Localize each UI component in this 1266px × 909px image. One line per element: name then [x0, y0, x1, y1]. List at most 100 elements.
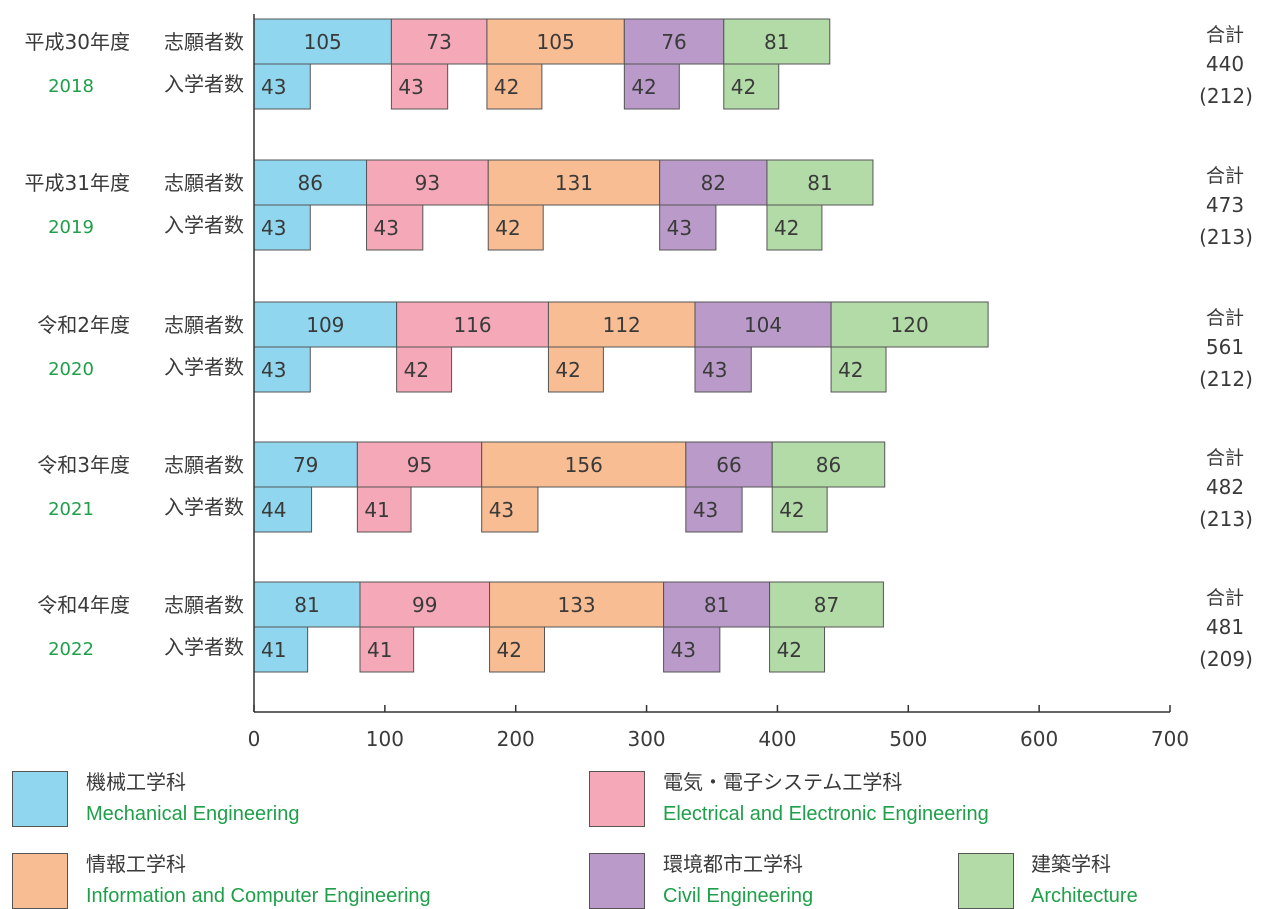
applicant-bar	[366, 159, 489, 206]
applicant-bar-label: 156	[565, 453, 603, 477]
total-label: 合計	[1206, 307, 1244, 329]
enrolled-row-label: 入学者数	[164, 213, 244, 237]
applicant-bar-label: 104	[744, 313, 782, 337]
total-value: 482	[1206, 475, 1244, 499]
enrolled-bar	[623, 63, 680, 110]
enrolled-bar-label: 43	[374, 216, 399, 240]
x-tick-label: 600	[1020, 727, 1058, 751]
applicant-bar-label: 105	[304, 30, 342, 54]
applicant-bar-label: 116	[453, 313, 491, 337]
enrolled-bar	[830, 346, 887, 393]
year-label: 2019	[48, 217, 94, 238]
legend-label-jp: 機械工学科	[86, 770, 186, 794]
enrolled-bar-label: 43	[261, 216, 286, 240]
applicant-bar	[481, 441, 687, 488]
enrolled-bar-label: 42	[497, 638, 522, 662]
applicant-bar-label: 105	[537, 30, 575, 54]
applicant-bar	[390, 18, 488, 65]
applicant-bar	[359, 581, 491, 628]
applicant-bar-label: 109	[306, 313, 344, 337]
enrolled-bar-label: 42	[838, 358, 863, 382]
applicant-bar	[694, 301, 832, 348]
applicant-bar	[253, 18, 392, 65]
total-label: 合計	[1206, 165, 1244, 187]
legend-label-en: Mechanical Engineering	[86, 803, 300, 825]
applicants-row-label: 志願者数	[164, 171, 244, 195]
enrolled-total-value: (213)	[1199, 225, 1253, 249]
applicant-bar-label: 93	[415, 171, 440, 195]
total-value: 481	[1206, 615, 1244, 639]
enrollment-chart: 1054373431054276428142平成30年度2018志願者数入学者数…	[25, 14, 1253, 751]
legend-label-jp: 環境都市工学科	[663, 852, 803, 876]
enrolled-total-value: (209)	[1199, 647, 1253, 671]
enrolled-bar	[481, 486, 539, 533]
x-tick-label: 200	[497, 727, 535, 751]
applicant-bar	[486, 18, 625, 65]
enrolled-bar-label: 42	[555, 358, 580, 382]
applicant-bar	[663, 581, 771, 628]
applicant-bar-label: 79	[293, 453, 318, 477]
enrolled-bar	[366, 204, 424, 251]
enrolled-bar-label: 43	[261, 358, 286, 382]
enrolled-bar-label: 41	[367, 638, 392, 662]
applicant-bar	[766, 159, 874, 206]
applicant-bar-label: 120	[891, 313, 929, 337]
applicants-row-label: 志願者数	[164, 593, 244, 617]
era-label: 令和3年度	[37, 453, 130, 477]
year-label: 2020	[48, 359, 94, 380]
applicant-bar	[396, 301, 549, 348]
enrolled-bar	[723, 63, 780, 110]
enrolled-total-value: (212)	[1199, 84, 1253, 108]
enrolled-bar-label: 42	[731, 75, 756, 99]
enrolled-bar-label: 43	[667, 216, 692, 240]
enrolled-bar	[253, 626, 309, 673]
enrolled-bar-label: 43	[489, 498, 514, 522]
legend-label-en: Information and Computer Engineering	[86, 885, 431, 907]
enrolled-bar	[356, 486, 412, 533]
applicant-bar-label: 82	[701, 171, 726, 195]
enrolled-bar-label: 42	[777, 638, 802, 662]
era-label: 令和2年度	[37, 313, 130, 337]
legend-swatch	[589, 853, 645, 909]
enrolled-bar	[487, 204, 544, 251]
applicant-bar	[547, 301, 696, 348]
applicant-bar-label: 133	[557, 593, 595, 617]
enrolled-bar	[253, 346, 311, 393]
x-tick-label: 100	[366, 727, 404, 751]
legend-label-jp: 電気・電子システム工学科	[663, 770, 903, 794]
enrolled-bar	[489, 626, 546, 673]
x-tick-label: 500	[889, 727, 927, 751]
enrolled-bar	[359, 626, 415, 673]
x-tick-label: 700	[1151, 727, 1189, 751]
enrolled-bar-label: 42	[495, 216, 520, 240]
applicants-row-label: 志願者数	[164, 313, 244, 337]
applicant-bar	[771, 441, 886, 488]
applicants-row-label: 志願者数	[164, 30, 244, 54]
applicant-bar-label: 81	[807, 171, 832, 195]
enrolled-bar	[486, 63, 543, 110]
total-value: 473	[1206, 193, 1244, 217]
enrolled-bar	[769, 626, 826, 673]
enrolled-bar	[253, 63, 311, 110]
applicant-bar-label: 86	[816, 453, 841, 477]
applicant-bar-label: 81	[764, 30, 789, 54]
enrolled-bar	[766, 204, 823, 251]
enrolled-bar	[694, 346, 752, 393]
applicant-bar	[830, 301, 989, 348]
applicant-bar	[253, 441, 358, 488]
legend-label-jp: 情報工学科	[86, 852, 186, 876]
enrolled-bar	[547, 346, 604, 393]
applicant-bar	[253, 301, 398, 348]
enrolled-bar-label: 42	[774, 216, 799, 240]
enrolled-bar-label: 43	[693, 498, 718, 522]
applicant-bar-label: 73	[426, 30, 451, 54]
x-tick-label: 400	[758, 727, 796, 751]
applicant-bar-label: 66	[716, 453, 741, 477]
enrolled-bar-label: 43	[671, 638, 696, 662]
x-tick-label: 300	[627, 727, 665, 751]
applicant-bar-label: 76	[661, 30, 686, 54]
legend-label-en: Electrical and Electronic Engineering	[663, 803, 989, 825]
applicant-bar	[685, 441, 773, 488]
applicant-bar-label: 112	[603, 313, 641, 337]
enrolled-bar-label: 43	[261, 75, 286, 99]
